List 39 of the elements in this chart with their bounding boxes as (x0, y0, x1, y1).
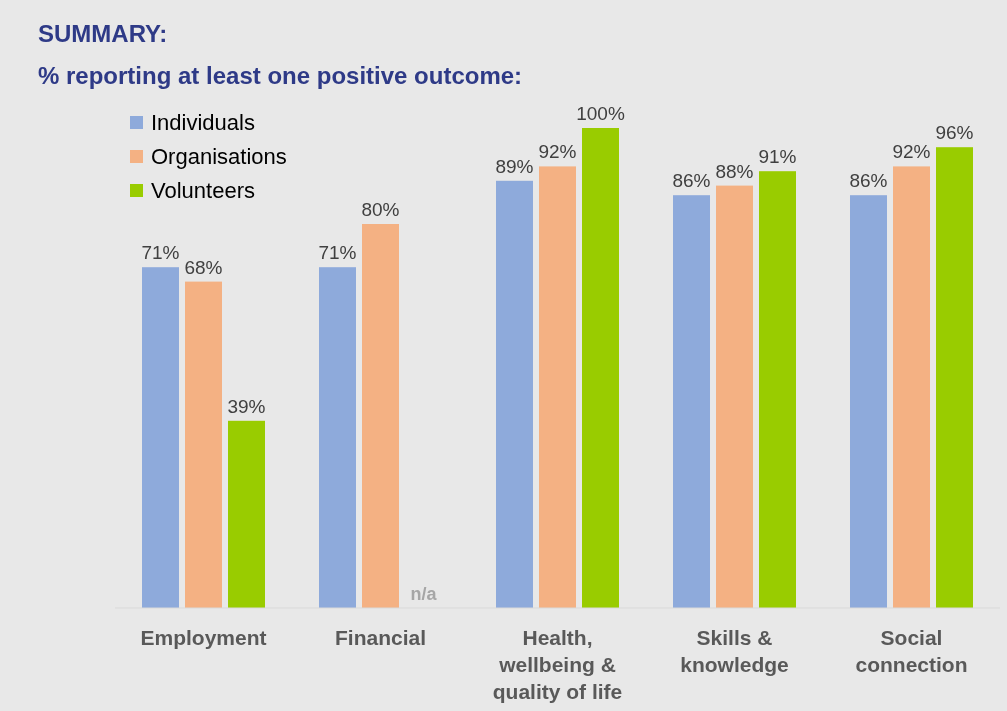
legend-label: Individuals (151, 110, 255, 135)
bar (185, 281, 222, 608)
bar (850, 195, 887, 608)
legend-label: Volunteers (151, 178, 255, 203)
x-tick-label: Employment (140, 626, 267, 649)
x-tick-label: Skills & knowledge (680, 626, 789, 676)
bar (759, 171, 796, 608)
bar (893, 166, 930, 608)
data-label: 89% (495, 155, 534, 177)
data-label: 91% (758, 146, 797, 168)
x-tick-label: Social connection (855, 626, 968, 676)
bar (936, 147, 973, 608)
legend-label: Organisations (151, 144, 287, 169)
data-label: 68% (184, 256, 223, 278)
bar (496, 180, 533, 608)
bar (362, 224, 399, 608)
data-label: 88% (715, 160, 754, 182)
data-label: 92% (892, 141, 931, 163)
bar (673, 195, 710, 608)
data-label: 39% (227, 395, 266, 417)
bar (539, 166, 576, 608)
data-label: 100% (576, 103, 625, 124)
x-tick-label: Health, wellbeing & quality of life (492, 626, 623, 703)
data-label: 71% (318, 242, 357, 264)
bar (228, 420, 265, 608)
bar (142, 267, 179, 608)
bar (319, 267, 356, 608)
data-label: 92% (538, 141, 577, 163)
text: n/a (410, 584, 437, 604)
data-label: 80% (361, 199, 400, 220)
bar (716, 185, 753, 608)
data-label: 96% (935, 122, 974, 144)
data-label: 86% (849, 170, 888, 192)
chart-title: SUMMARY: (38, 20, 168, 47)
data-label: 86% (672, 170, 711, 192)
data-label: 71% (141, 242, 180, 264)
x-tick-label: Financial (334, 626, 427, 649)
bar (582, 128, 619, 608)
chart-subtitle: % reporting at least one positive outcome: (38, 62, 523, 89)
